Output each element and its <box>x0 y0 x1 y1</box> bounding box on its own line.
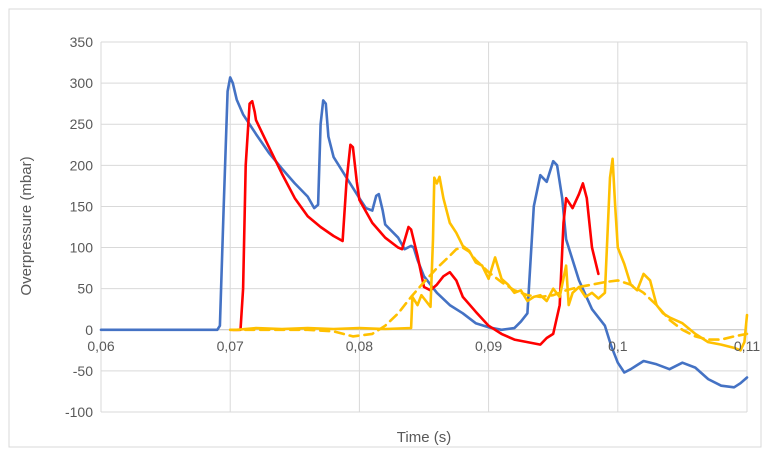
y-tick-label: 350 <box>70 34 94 50</box>
x-tick-label: 0,08 <box>346 338 373 354</box>
series-line-3 <box>228 157 749 352</box>
series-line-4 <box>228 246 749 341</box>
y-tick-labels: -100 -50 0 50 100 150 200 250 300 350 <box>65 34 93 420</box>
x-tick-label: 0,07 <box>217 338 244 354</box>
y-tick-label: 200 <box>70 157 94 173</box>
y-tick-label: 50 <box>77 281 93 297</box>
y-tick-label: -100 <box>65 404 93 420</box>
x-tick-label: 0,06 <box>87 338 114 354</box>
series-layer <box>99 76 749 389</box>
series-line-2 <box>231 99 600 346</box>
y-tick-label: 150 <box>70 198 94 214</box>
x-tick-label: 0,09 <box>475 338 502 354</box>
y-tick-label: -50 <box>73 363 93 379</box>
x-axis-title: Time (s) <box>397 429 451 446</box>
x-tick-labels: 0,06 0,07 0,08 0,09 0,1 0,11 <box>87 338 760 354</box>
y-tick-label: 300 <box>70 75 94 91</box>
y-axis-title: Overpressure (mbar) <box>18 156 35 295</box>
y-tick-label: 250 <box>70 116 94 132</box>
x-tick-label: 0,11 <box>734 338 760 354</box>
x-tick-label: 0,1 <box>608 338 628 354</box>
gridlines <box>100 41 748 413</box>
chart-border <box>8 8 762 448</box>
y-tick-label: 0 <box>85 322 93 338</box>
y-tick-label: 100 <box>70 240 94 256</box>
